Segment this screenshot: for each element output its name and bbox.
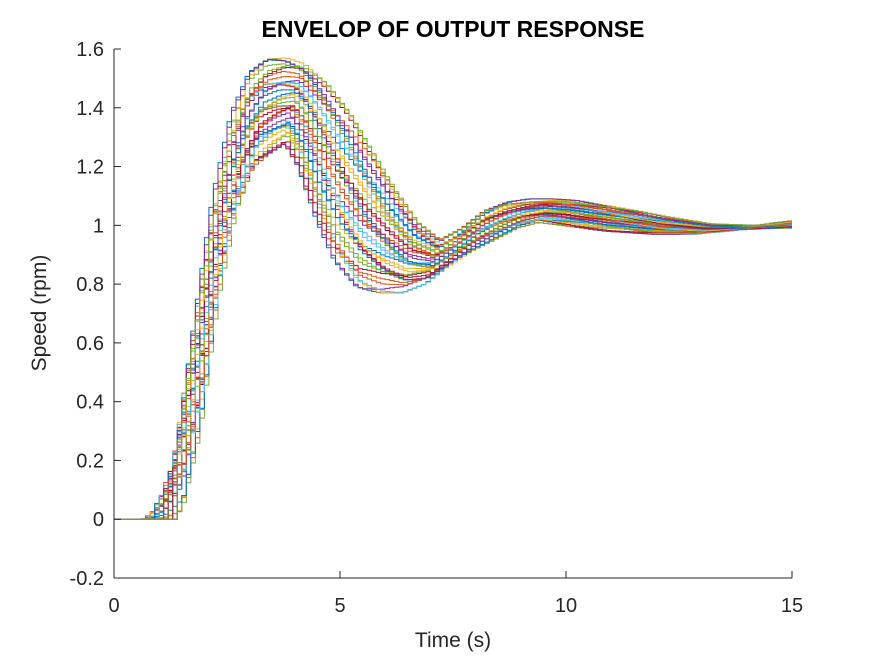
y-axis-label: Speed (rpm) <box>28 255 51 372</box>
series-line <box>114 125 792 520</box>
y-tick-label: 0.2 <box>76 450 104 472</box>
x-tick-label: 0 <box>108 595 119 617</box>
y-tick-label: 1.4 <box>76 98 104 120</box>
plot-area <box>114 49 792 578</box>
axes: 0 5 10 15-0.200.20.40.60.811.21.41.6 <box>70 39 804 617</box>
y-tick-label: 0.8 <box>76 274 104 296</box>
y-tick-label: 1.6 <box>76 39 104 61</box>
series-line <box>114 65 792 520</box>
chart-title: ENVELOP OF OUTPUT RESPONSE <box>262 16 645 42</box>
x-tick-label: 5 <box>334 595 345 617</box>
series-line <box>114 59 792 520</box>
series-line <box>114 76 792 520</box>
y-tick-label: 1.2 <box>76 157 104 179</box>
y-tick-label: 1 <box>93 215 104 237</box>
x-axis-label: Time (s) <box>415 629 491 652</box>
y-tick-label: 0.4 <box>76 392 104 414</box>
x-tick-label: 10 <box>555 595 577 617</box>
y-tick-label: 0.6 <box>76 333 104 355</box>
y-tick-label: 0 <box>93 509 104 531</box>
series-layer <box>114 57 792 520</box>
x-tick-label: 15 <box>781 595 803 617</box>
y-tick-label: -0.2 <box>70 568 104 590</box>
